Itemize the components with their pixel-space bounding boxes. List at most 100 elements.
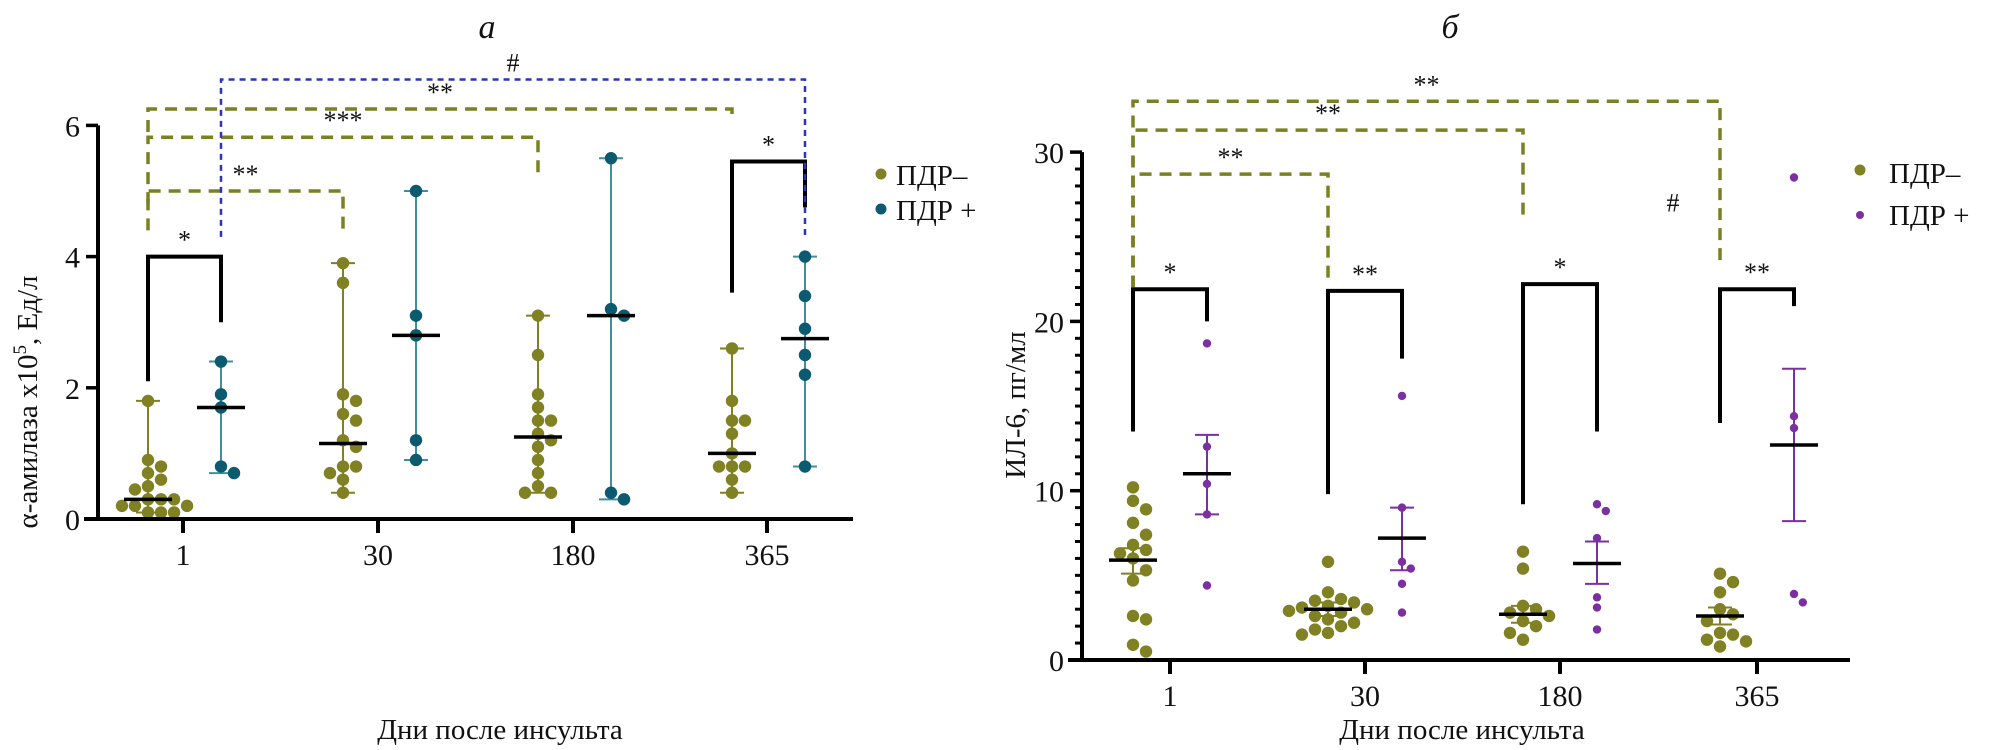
data-point (1126, 638, 1140, 651)
y-tick-label: 30 (1034, 137, 1064, 170)
data-point (1126, 538, 1140, 552)
data-point (409, 434, 423, 447)
data-point (336, 460, 350, 473)
data-point (336, 256, 350, 270)
data-point (1789, 412, 1799, 421)
significance-bracket (146, 107, 734, 132)
data-point (1700, 614, 1714, 628)
significance-label: * (178, 226, 191, 255)
significance-label: ** (1218, 143, 1244, 172)
data-point (1516, 633, 1530, 646)
x-tick-label: 365 (1735, 680, 1780, 713)
data-point (725, 342, 739, 355)
data-point (798, 289, 812, 303)
data-point (1516, 614, 1530, 628)
legend-a-marker-pdr-minus (875, 168, 887, 180)
data-point (1308, 623, 1322, 636)
data-point (1347, 616, 1361, 629)
x-tick-label: 30 (363, 539, 393, 572)
significance-bracket (219, 78, 807, 237)
data-point (1529, 619, 1543, 633)
data-point (214, 355, 228, 368)
data-point (1139, 564, 1153, 577)
data-point (1202, 479, 1212, 489)
data-point (1397, 608, 1407, 617)
data-point (798, 250, 812, 263)
panel-a-ylabel-main: α-амилаза x10 (12, 354, 44, 528)
significance-bracket (1131, 287, 1209, 432)
data-point (1308, 609, 1322, 623)
data-point (336, 473, 350, 486)
data-point (1713, 603, 1727, 616)
panel-a-ylabel-tail: , Ед/л (12, 275, 44, 345)
significance-label: *** (324, 106, 363, 135)
y-tick-label: 10 (1034, 476, 1064, 509)
data-point (725, 460, 739, 473)
y-tick-label: 2 (65, 373, 80, 406)
data-point (738, 414, 752, 427)
data-point (1126, 516, 1140, 530)
data-point (349, 460, 363, 473)
data-point (336, 486, 350, 499)
data-point (128, 483, 142, 496)
data-point (1139, 503, 1153, 516)
data-point (531, 480, 545, 493)
significance-bracket (1718, 287, 1796, 423)
data-point (409, 309, 423, 322)
significance-bracket (146, 135, 540, 205)
data-point (1592, 625, 1602, 634)
data-point (1592, 593, 1602, 602)
data-point (1321, 613, 1335, 626)
data-point (141, 466, 155, 480)
significance-bracket (1131, 172, 1330, 288)
data-point (1202, 442, 1212, 451)
data-point (738, 460, 752, 473)
data-point (798, 460, 812, 473)
data-point (604, 302, 618, 316)
data-point (544, 414, 558, 427)
panel-b-marks: * ** * ********# (1109, 70, 1818, 658)
significance-label: ** (1414, 70, 1440, 99)
legend-a-label-pdr-minus: ПДР– (896, 160, 968, 192)
data-point (518, 486, 532, 499)
data-point (349, 414, 363, 427)
data-point (214, 388, 228, 401)
data-point (798, 322, 812, 335)
data-point (1308, 594, 1322, 607)
hash-mark: # (1667, 188, 1680, 217)
data-point (531, 401, 545, 414)
data-point (409, 184, 423, 198)
panel-a-xlabel: Дни после инсульта (377, 714, 623, 746)
data-point (154, 506, 168, 519)
significance-bracket (146, 254, 223, 382)
data-point (531, 466, 545, 480)
data-point (617, 493, 631, 506)
data-point (336, 276, 350, 290)
data-point (227, 466, 241, 480)
data-point (1406, 564, 1416, 573)
data-point (1126, 609, 1140, 623)
data-point (725, 486, 739, 499)
panel-a-legend: ПДР– ПДР + (875, 160, 976, 227)
panel-a-axes: 0 2 4 6 1 30 180 365 (65, 110, 853, 572)
data-point (531, 414, 545, 427)
significance-label: * (762, 130, 775, 159)
data-point (409, 453, 423, 467)
data-point (1397, 503, 1407, 512)
data-point (1397, 391, 1407, 401)
data-point (1334, 592, 1348, 606)
data-point (1321, 555, 1335, 569)
data-point (1347, 596, 1361, 609)
data-point (1113, 547, 1127, 560)
data-point (141, 480, 155, 493)
significance-label: * (1164, 258, 1177, 287)
data-point (1397, 557, 1407, 567)
data-point (1139, 543, 1153, 557)
x-tick-label: 180 (1538, 680, 1583, 713)
legend-b-label-pdr-plus: ПДР + (1889, 200, 1969, 232)
x-tick-label: 365 (745, 539, 790, 572)
data-point (1282, 604, 1296, 618)
